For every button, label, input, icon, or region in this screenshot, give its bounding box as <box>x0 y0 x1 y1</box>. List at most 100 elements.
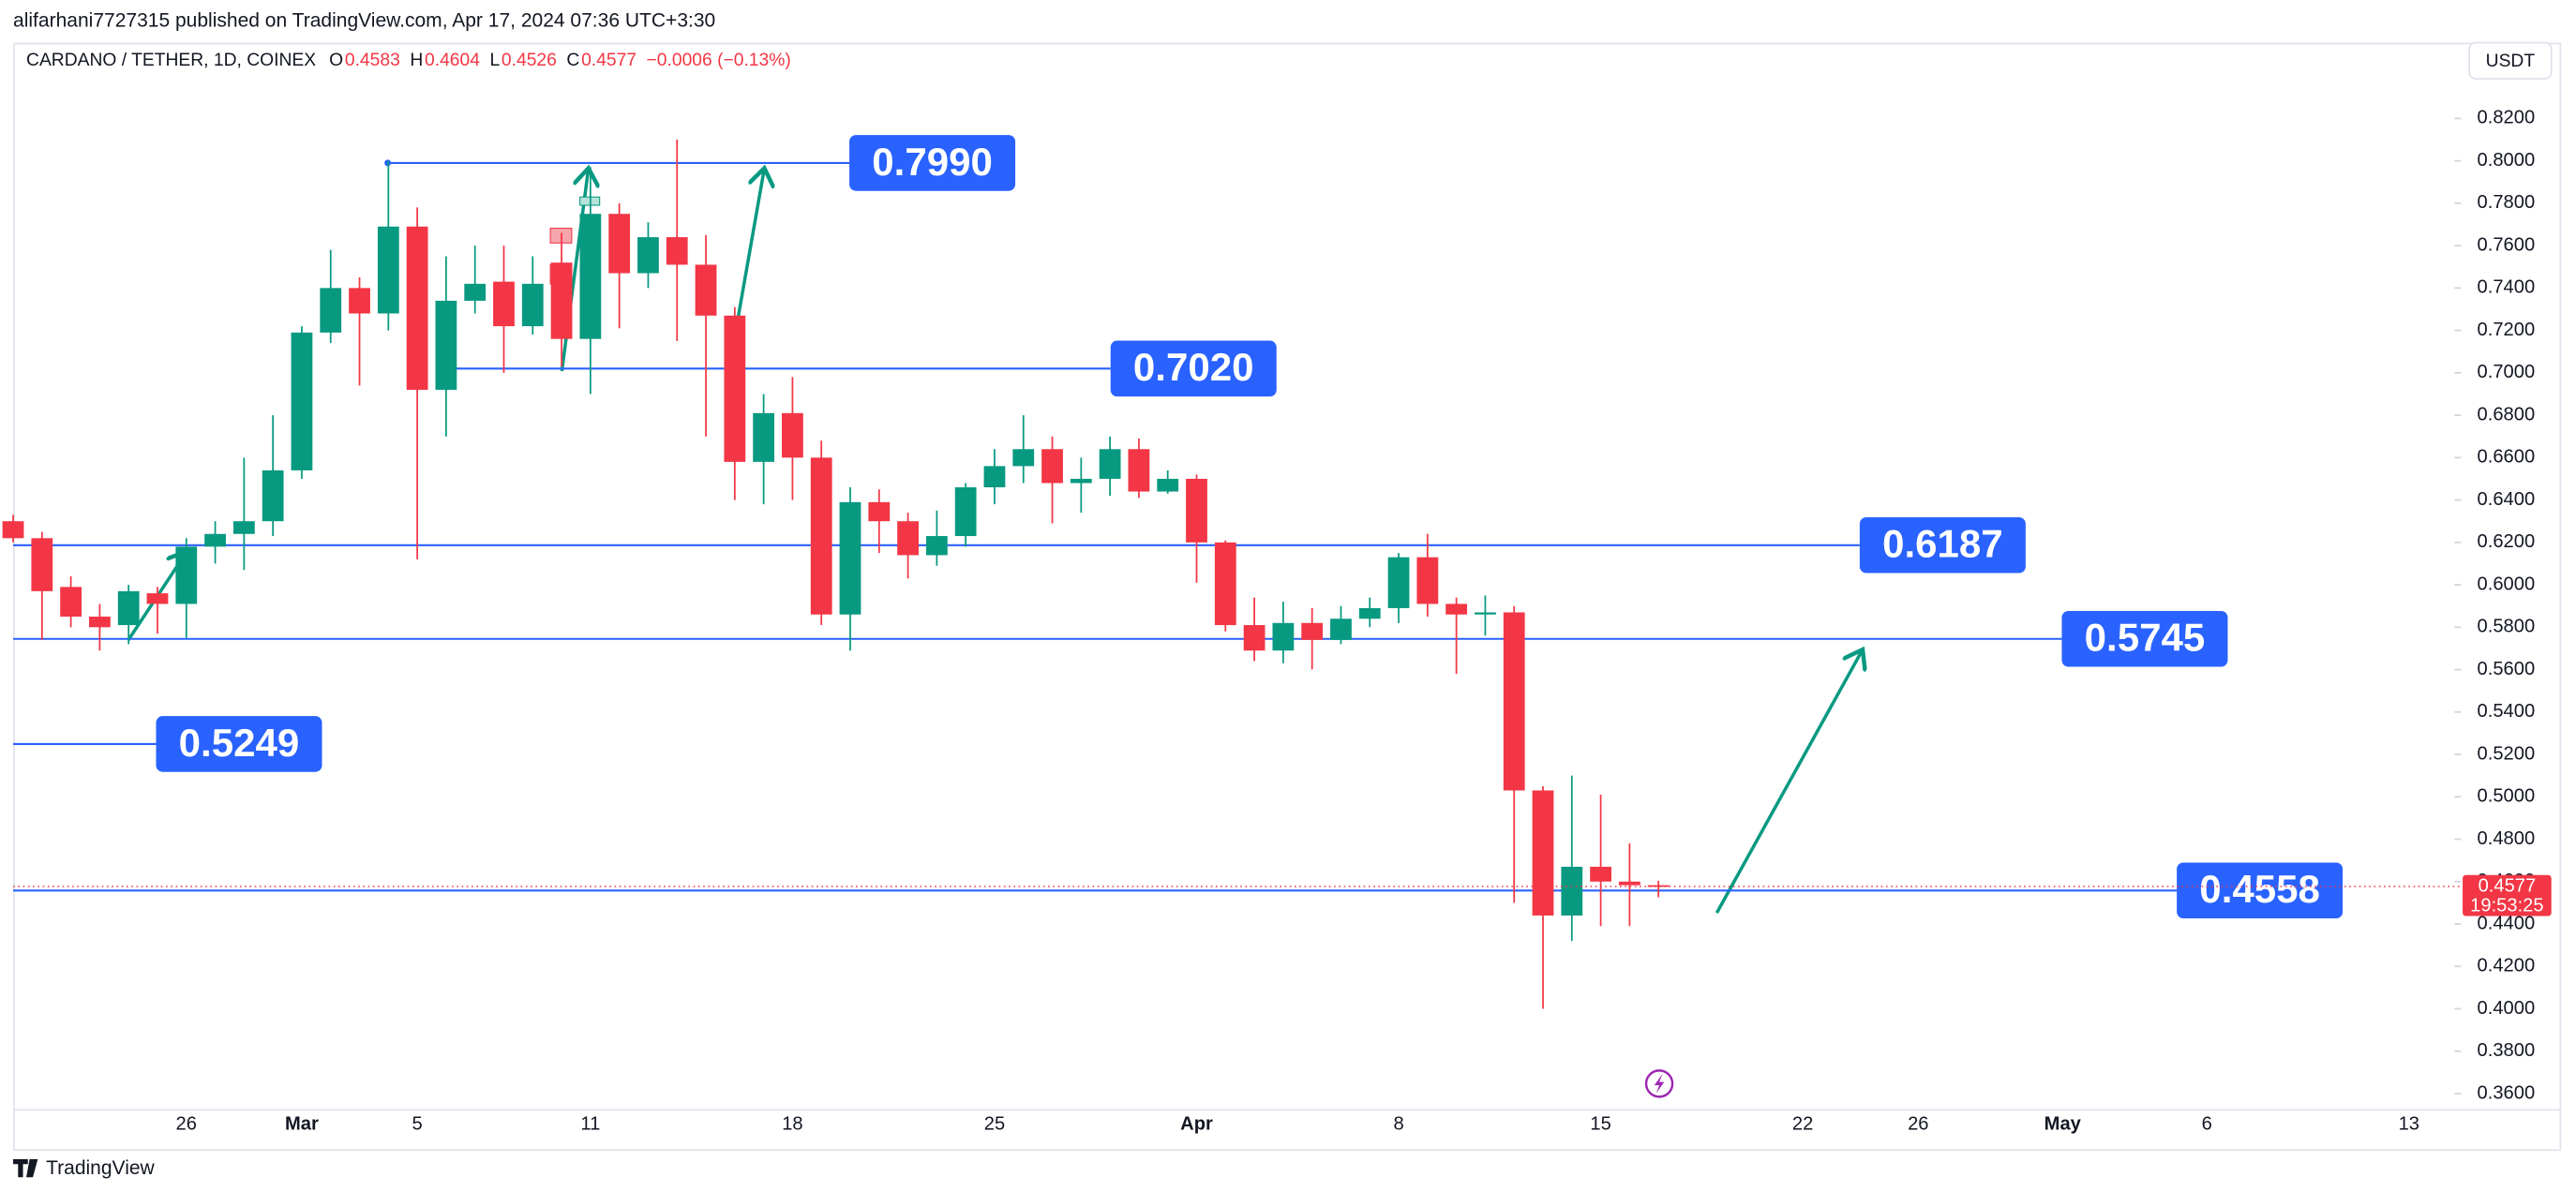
candle-body <box>1532 790 1554 916</box>
candle-body <box>954 487 977 537</box>
level-box <box>156 716 322 772</box>
level-box <box>2177 862 2344 919</box>
candle-body <box>810 457 832 615</box>
candle-body <box>262 469 284 522</box>
ohlc-change: −0.0006 (−0.13%) <box>647 51 791 70</box>
level-box <box>2061 610 2228 667</box>
y-tick-label: 0.8200 <box>2478 108 2536 128</box>
candle-body <box>724 315 746 462</box>
x-tick-label: 26 <box>176 1113 197 1134</box>
candle-body <box>1475 612 1496 615</box>
candle-body <box>175 546 198 604</box>
ohlc-key: H <box>410 51 423 70</box>
y-tick-label: 0.6600 <box>2478 447 2536 468</box>
ohlc-value: 0.4526 <box>502 51 557 70</box>
y-tick-label: 0.7600 <box>2478 234 2536 255</box>
candle-body <box>1503 612 1525 791</box>
candle-body <box>146 593 169 604</box>
x-tick-label: 5 <box>412 1113 423 1134</box>
level-label: 0.5249 <box>179 721 300 765</box>
chart-frame <box>13 42 2562 1152</box>
y-tick-label: 0.6000 <box>2478 574 2536 594</box>
candle-body <box>1647 885 1670 887</box>
y-tick-label: 0.5600 <box>2478 659 2536 679</box>
countdown: 19:53:25 <box>2470 895 2543 916</box>
candle-body <box>550 262 573 339</box>
candle-body <box>89 617 111 628</box>
candle-body <box>1243 625 1266 651</box>
candle-body <box>31 538 53 591</box>
y-tick-label: 0.7000 <box>2478 362 2536 382</box>
candle-body <box>2 521 24 539</box>
event-icon-bolt <box>1654 1073 1665 1094</box>
y-tick-label: 0.4800 <box>2478 828 2536 849</box>
level-label: 0.5745 <box>2085 616 2206 660</box>
candle-body <box>232 521 255 534</box>
y-tick-label: 0.6400 <box>2478 489 2536 510</box>
x-tick-label: Mar <box>285 1113 319 1134</box>
candle-body <box>1301 622 1324 640</box>
candle-body <box>897 521 919 556</box>
candle-body <box>117 590 140 626</box>
candle-body <box>579 214 602 339</box>
candle-body <box>1070 478 1092 484</box>
x-tick-label: 15 <box>1590 1113 1610 1134</box>
footer-brand: TradingView <box>46 1157 155 1179</box>
candle-body <box>1012 449 1035 467</box>
y-tick-label: 0.5000 <box>2478 786 2536 807</box>
level-box <box>1110 340 1277 397</box>
arrow <box>736 171 764 320</box>
x-tick-label: 8 <box>1393 1113 1403 1134</box>
x-tick-label: 13 <box>2399 1113 2419 1134</box>
y-tick-label: 0.4400 <box>2478 913 2536 933</box>
x-tick-label: May <box>2044 1113 2082 1134</box>
candle-body <box>753 412 775 462</box>
x-tick-label: 26 <box>1908 1113 1928 1134</box>
candle-body <box>464 283 487 301</box>
level-label: 0.4558 <box>2199 867 2320 911</box>
candle-body <box>666 237 688 265</box>
candle-body <box>1128 449 1150 492</box>
x-tick-label: 22 <box>1792 1113 1813 1134</box>
y-tick-label: 0.5400 <box>2478 701 2536 722</box>
y-tick-label: 0.4000 <box>2478 998 2536 1019</box>
currency[interactable]: USDT <box>2486 52 2536 71</box>
candle-body <box>1157 478 1179 492</box>
x-tick-label: 11 <box>580 1113 600 1134</box>
y-tick-label: 0.4200 <box>2478 956 2536 976</box>
publisher: alifarhani7727315 published on TradingVi… <box>13 9 715 31</box>
x-tick-label: 25 <box>984 1113 1005 1134</box>
ohlc-key: C <box>566 51 579 70</box>
y-tick-label: 0.6800 <box>2478 404 2536 425</box>
candle-body <box>637 237 659 274</box>
x-tick-label: 6 <box>2202 1113 2212 1134</box>
last-price-box <box>2463 874 2552 916</box>
candle-body <box>782 412 803 458</box>
y-tick-label: 0.3800 <box>2478 1040 2536 1061</box>
y-tick-label: 0.5200 <box>2478 743 2536 764</box>
candle-body <box>435 300 457 390</box>
ohlc-key: L <box>489 51 500 70</box>
x-tick-label: 18 <box>782 1113 802 1134</box>
y-tick-label: 0.8000 <box>2478 150 2536 171</box>
last-price-label: 0.4577 <box>2479 875 2537 896</box>
candle-body <box>320 288 342 333</box>
currency-button[interactable] <box>2468 41 2553 80</box>
ohlc-value: 0.4583 <box>345 51 400 70</box>
candle-body <box>695 264 717 316</box>
y-tick-label: 0.5800 <box>2478 617 2536 637</box>
candle-body <box>1387 557 1410 608</box>
candle-body <box>377 226 399 314</box>
y-tick-label: 0.7200 <box>2478 320 2536 340</box>
level-box <box>1859 516 2026 574</box>
arrow <box>1715 652 1861 914</box>
logo <box>13 1158 38 1178</box>
candle-body <box>839 501 861 615</box>
candle-body <box>521 283 544 327</box>
candle-body <box>1041 449 1063 484</box>
candle-body <box>406 226 428 390</box>
level-label: 0.6187 <box>1882 522 2003 566</box>
